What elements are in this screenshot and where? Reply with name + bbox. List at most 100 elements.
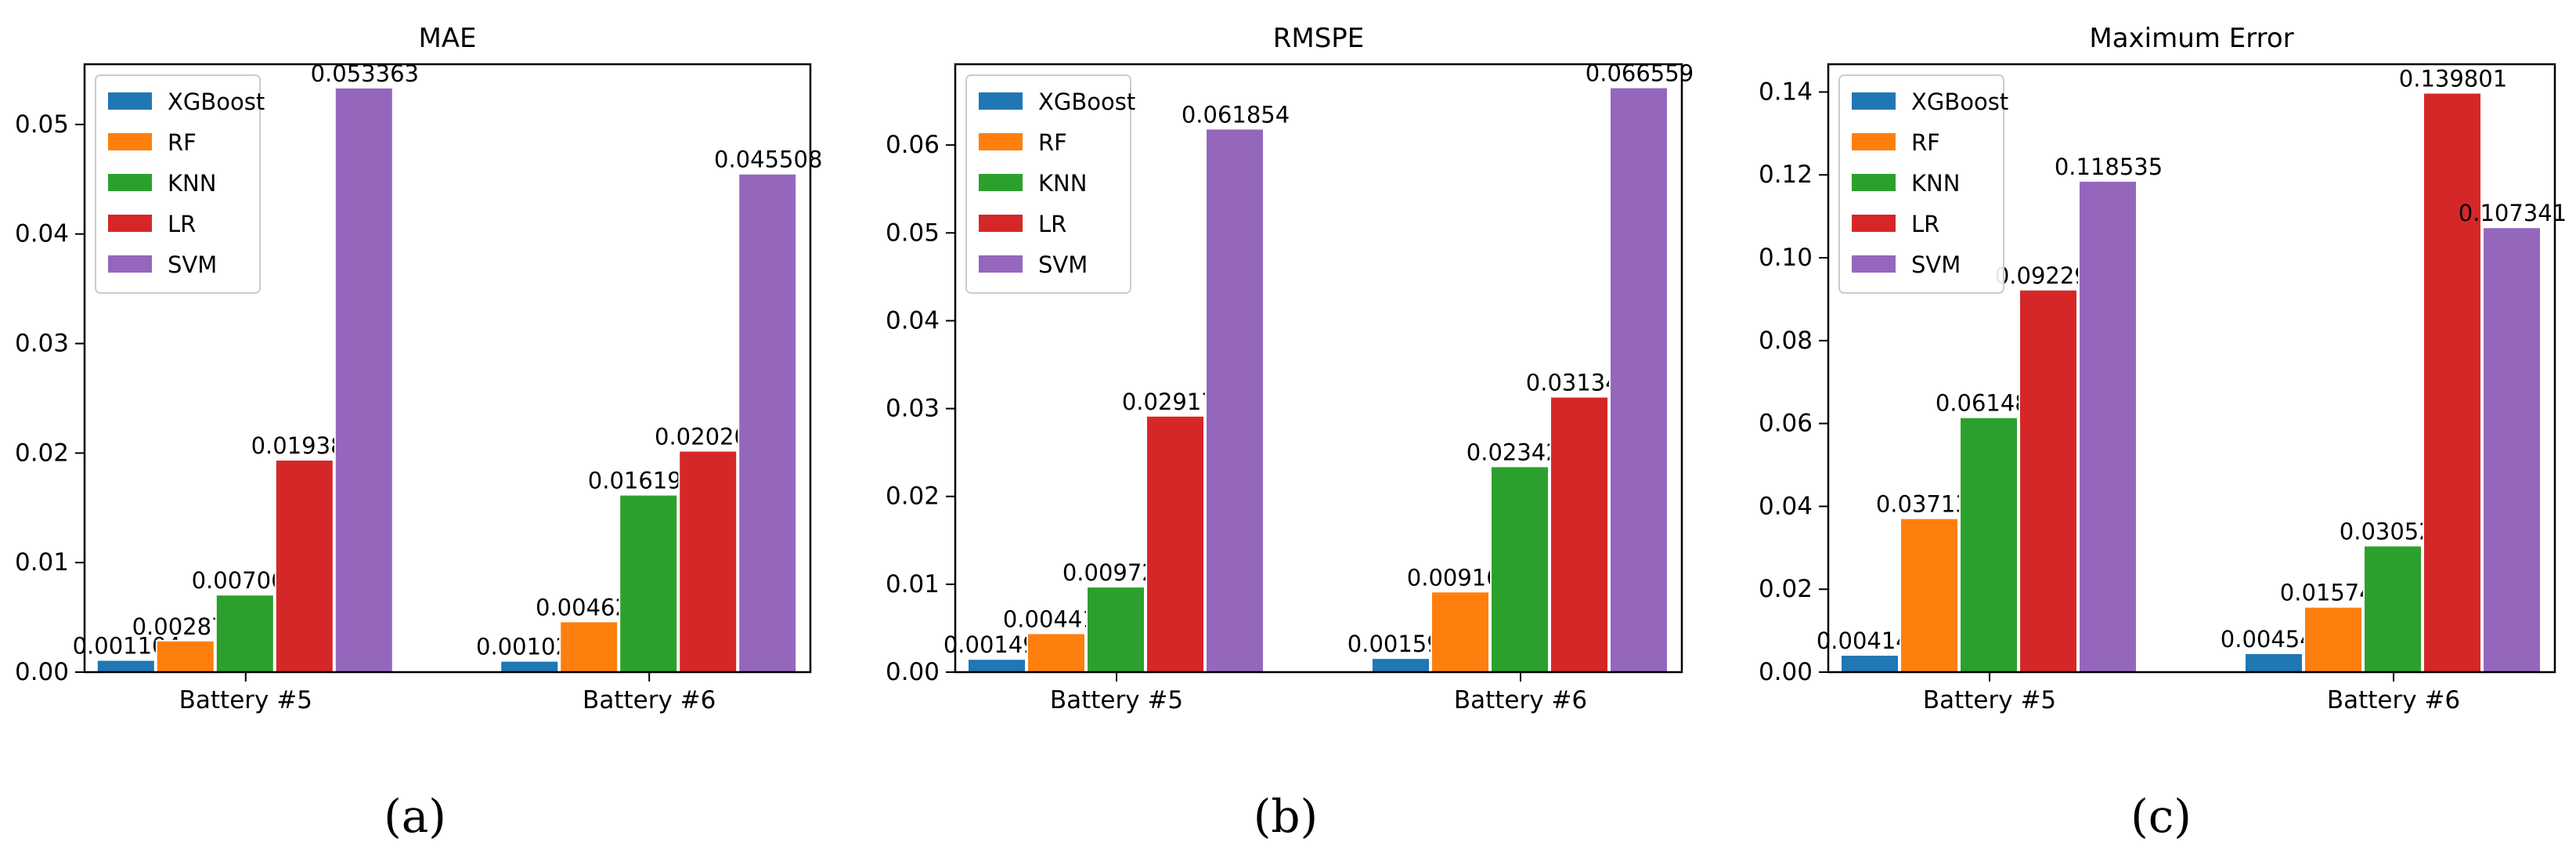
bar-lr-1 [274, 458, 334, 673]
legend-label-xgboost: XGBoost [1911, 89, 2008, 115]
bar-rf-2 [559, 620, 619, 674]
data-label: 0.107341 [2459, 200, 2567, 226]
bar-knn-2 [619, 494, 679, 674]
legend-swatch-svm [108, 255, 152, 273]
data-label: 0.045508 [714, 146, 822, 173]
bar-svm-2 [2481, 226, 2542, 673]
bar-xgboost-1 [967, 658, 1027, 674]
plot-frame [83, 63, 812, 674]
y-tick-label: 0.14 [1759, 78, 1813, 106]
y-tick-label: 0.05 [15, 110, 69, 139]
bar-rf-2 [1430, 591, 1490, 673]
y-tick-label: 0.02 [15, 439, 69, 467]
bar-rf-1 [1900, 517, 1960, 673]
x-tick-label: Battery #6 [1454, 686, 1587, 714]
bar-lr-2 [2422, 92, 2482, 673]
data-label: 0.118535 [2055, 154, 2163, 180]
y-tick-label: 0.02 [886, 483, 940, 511]
bar-lr-2 [1549, 396, 1609, 673]
data-label: 0.139801 [2399, 65, 2507, 92]
chart-title: Maximum Error [2089, 23, 2293, 54]
legend-swatch-xgboost [979, 92, 1023, 110]
y-tick-label: 0.02 [1759, 575, 1813, 603]
plot-frame [954, 63, 1683, 674]
bar-svm-1 [2078, 179, 2138, 673]
legend-swatch-rf [979, 133, 1023, 150]
legend-label-knn: KNN [1038, 170, 1087, 197]
y-tick-label: 0.00 [1759, 658, 1813, 686]
y-tick-label: 0.10 [1759, 244, 1813, 272]
bar-knn-2 [2362, 544, 2423, 673]
legend-swatch-svm [1852, 255, 1896, 273]
panel-label: (b) [1254, 790, 1318, 843]
legend-swatch-lr [1852, 215, 1896, 232]
legend-label-xgboost: XGBoost [1038, 89, 1135, 115]
legend-swatch-lr [108, 215, 152, 232]
bar-knn-1 [215, 594, 275, 673]
panel-label: (c) [2130, 790, 2192, 843]
bar-knn-2 [1489, 465, 1550, 673]
bar-lr-2 [678, 450, 738, 674]
y-tick-label: 0.01 [886, 570, 940, 598]
chart-title: RMSPE [1273, 23, 1365, 54]
legend-swatch-knn [1852, 174, 1896, 191]
y-tick-label: 0.00 [886, 658, 940, 686]
legend-label-lr: LR [1038, 211, 1066, 237]
x-tick-label: Battery #5 [1050, 686, 1183, 714]
legend-label-rf: RF [1911, 129, 1940, 156]
legend-label-svm: SVM [1038, 251, 1088, 278]
chart-panel-1: MAE0.0011040.0028730.0070670.0193860.053… [15, 23, 822, 843]
y-tick-label: 0.05 [886, 219, 940, 247]
legend-label-knn: KNN [168, 170, 216, 197]
x-tick-label: Battery #5 [1923, 686, 2056, 714]
legend-label-rf: RF [168, 129, 197, 156]
legend-label-svm: SVM [168, 251, 217, 278]
bar-xgboost-1 [96, 659, 156, 674]
legend-label-lr: LR [1911, 211, 1939, 237]
bar-xgboost-2 [2243, 652, 2304, 673]
y-tick-label: 0.04 [886, 306, 940, 334]
legend-label-rf: RF [1038, 129, 1067, 156]
legend-box [965, 74, 1131, 294]
y-tick-label: 0.08 [1759, 327, 1813, 355]
y-tick-label: 0.04 [15, 220, 69, 248]
x-tick-label: Battery #5 [179, 686, 312, 714]
y-tick-label: 0.12 [1759, 161, 1813, 189]
legend-label-knn: KNN [1911, 170, 1960, 197]
legend-swatch-knn [108, 174, 152, 191]
legend-swatch-lr [979, 215, 1023, 232]
bar-rf-2 [2303, 606, 2363, 673]
bar-xgboost-1 [1840, 654, 1900, 673]
bar-lr-1 [2019, 288, 2079, 673]
legend-label-lr: LR [168, 211, 196, 237]
bar-rf-1 [155, 639, 215, 674]
y-tick-label: 0.06 [886, 131, 940, 159]
legend-swatch-xgboost [1852, 92, 1896, 110]
bar-xgboost-2 [500, 660, 560, 673]
bar-rf-1 [1026, 632, 1087, 674]
bar-xgboost-2 [1370, 657, 1431, 674]
legend-label-svm: SVM [1911, 251, 1961, 278]
bar-svm-1 [334, 86, 394, 673]
legend-swatch-knn [979, 174, 1023, 191]
legend-swatch-svm [979, 255, 1023, 273]
x-tick-label: Battery #6 [2327, 686, 2460, 714]
y-tick-label: 0.06 [1759, 410, 1813, 438]
legend-swatch-rf [1852, 133, 1896, 150]
bar-svm-2 [1608, 86, 1669, 673]
chart-panel-2: RMSPE0.0014950.0044160.0097210.0291740.0… [886, 23, 1694, 843]
panel-label: (a) [384, 790, 446, 843]
plot-frame [1827, 63, 2556, 674]
data-label: 0.061854 [1182, 101, 1290, 128]
bar-lr-1 [1145, 414, 1206, 674]
chart-panel-3: Maximum Error0.0041450.0371310.0614880.0… [1759, 23, 2567, 843]
y-tick-label: 0.01 [15, 548, 69, 577]
legend-swatch-xgboost [108, 92, 152, 110]
legend-box [1838, 74, 2004, 294]
chart-title: MAE [418, 23, 476, 54]
bar-svm-1 [1205, 128, 1265, 673]
legend-swatch-rf [108, 133, 152, 150]
y-tick-label: 0.03 [886, 395, 940, 423]
x-tick-label: Battery #6 [583, 686, 716, 714]
